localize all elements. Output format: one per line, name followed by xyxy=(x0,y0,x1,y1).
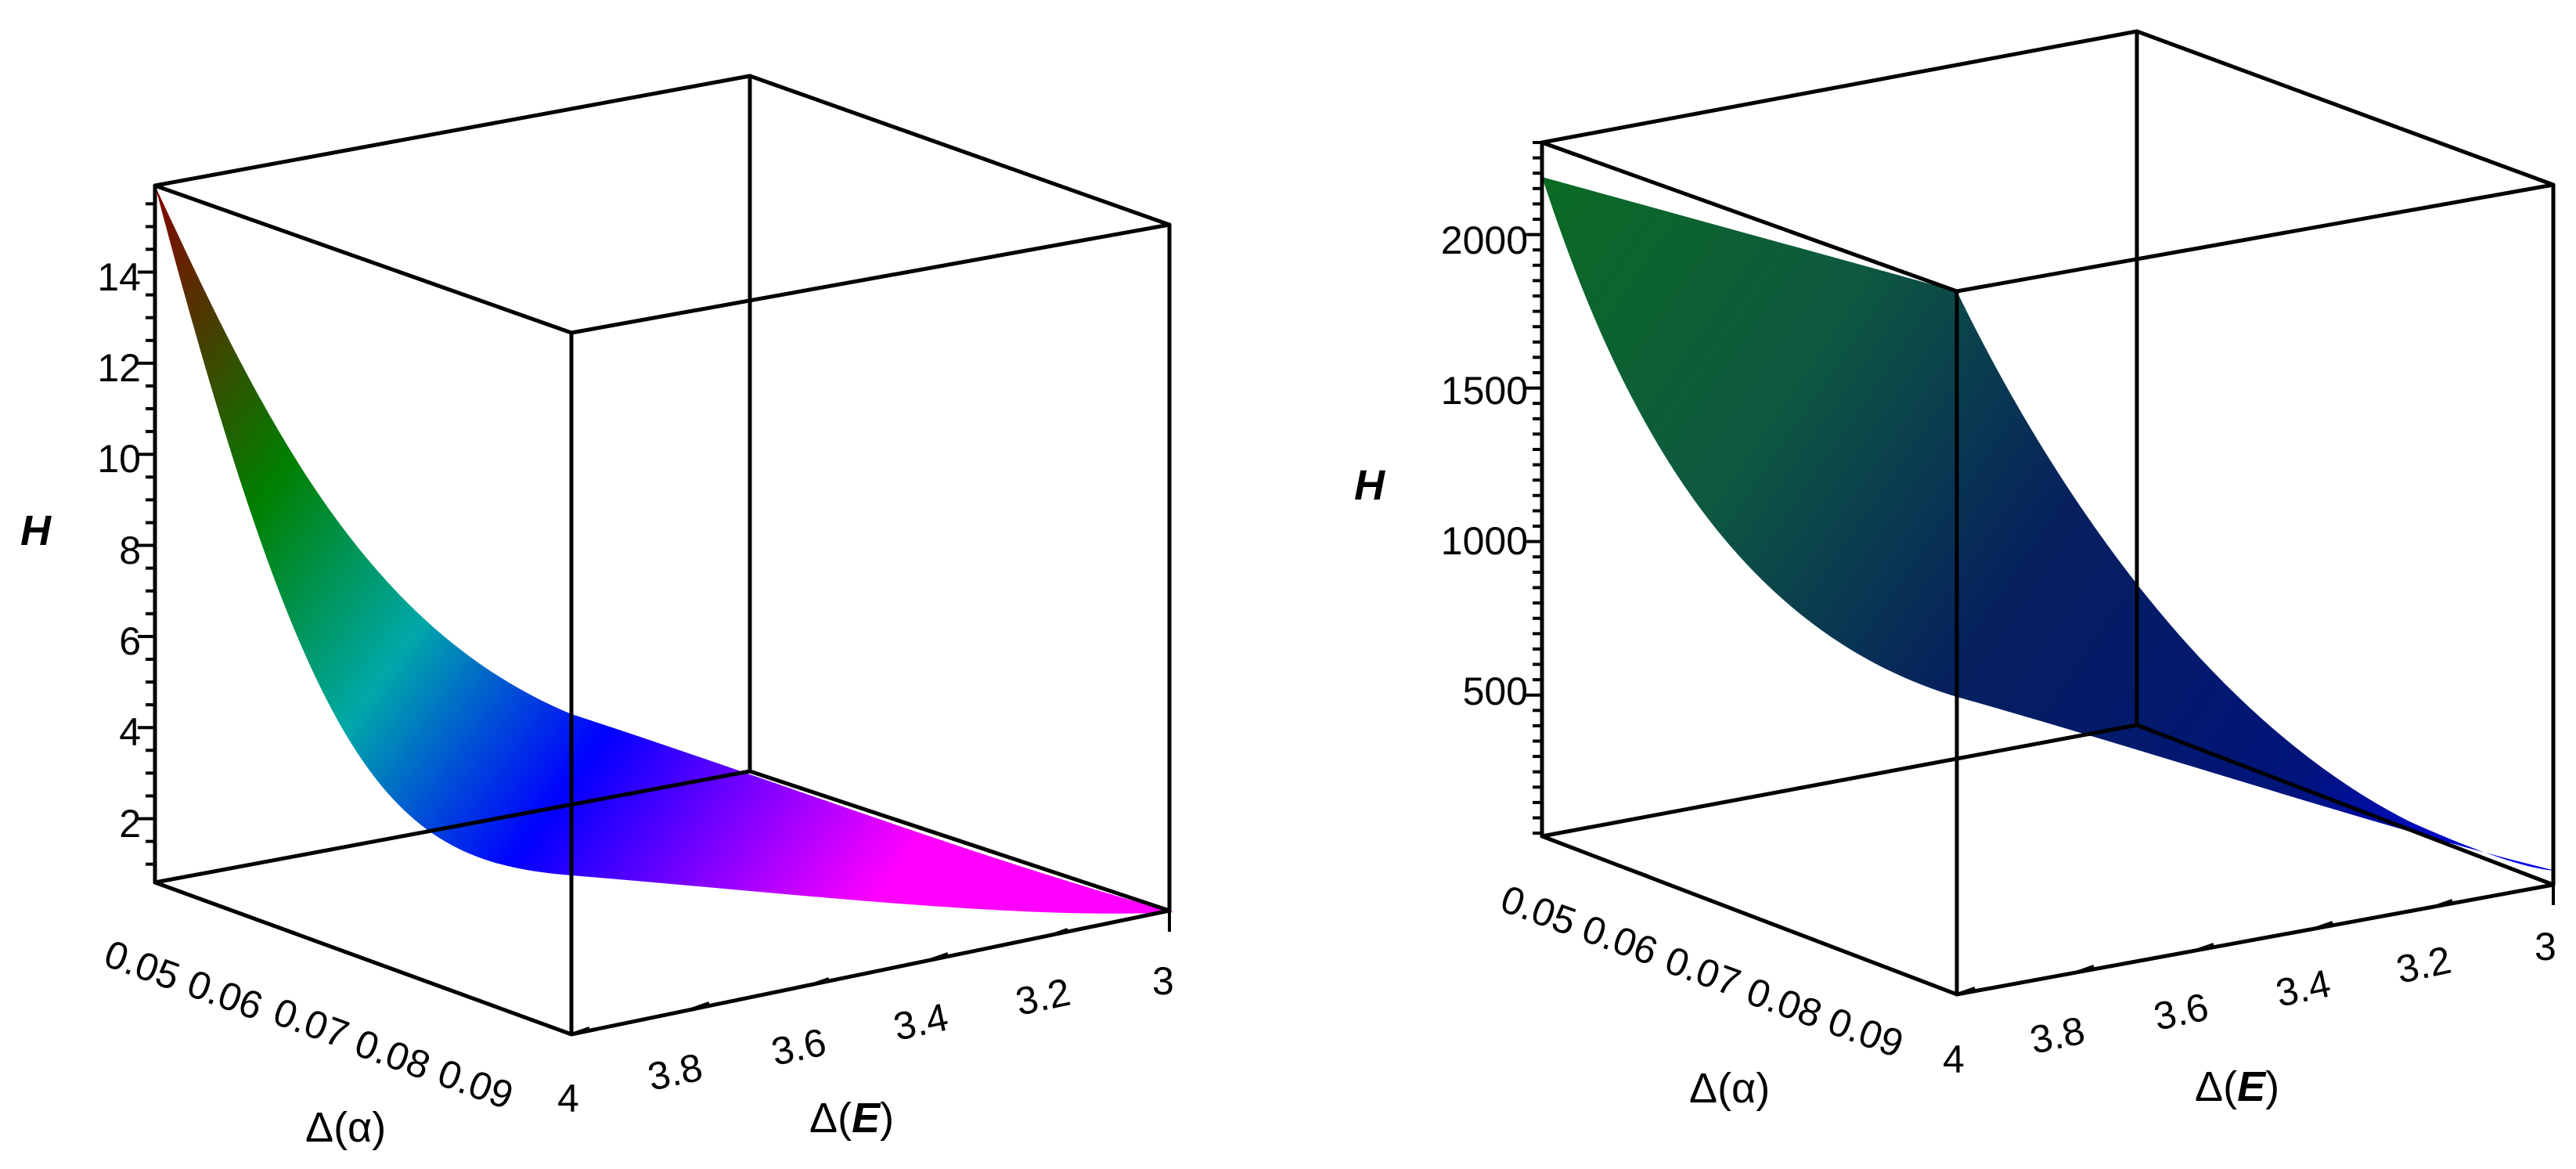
x-axis-label-left: Δ(α) xyxy=(305,1104,386,1151)
surface-right xyxy=(1542,177,2556,871)
bounding-box-left xyxy=(153,74,1172,1037)
y-tick-label: 4 xyxy=(1943,1037,1965,1081)
x-axis-label-right: Δ(α) xyxy=(1689,1065,1770,1112)
z-tick-label: 1000 xyxy=(1441,519,1528,563)
right-plot: 500 1000 1500 2000 H 0.05 0.06 0.07 0.08… xyxy=(1354,29,2556,1112)
y-tick-label: 3.4 xyxy=(2272,962,2335,1016)
z-tick-label: 4 xyxy=(119,710,141,754)
x-tick-label: 0.08 xyxy=(1741,969,1828,1037)
x-axis-ticks-left xyxy=(154,881,512,1014)
y-tick-label: 4 xyxy=(557,1077,579,1120)
y-axis-ticks-left xyxy=(571,911,1171,1036)
z-tick-label: 10 xyxy=(97,437,141,481)
z-tick-label: 1500 xyxy=(1441,369,1528,413)
bounding-box-right xyxy=(1540,29,2556,997)
z-axis-label-left: H xyxy=(20,507,52,554)
x-axis-ticks-right xyxy=(1541,835,1898,973)
z-tick-label: 6 xyxy=(119,619,141,663)
z-axis-label-right: H xyxy=(1354,462,1385,509)
x-tick-label: 0.07 xyxy=(268,990,355,1057)
z-axis-minor-ticks-left xyxy=(138,202,155,866)
x-tick-label: 0.09 xyxy=(432,1051,519,1118)
x-tick-label: 0.05 xyxy=(1495,877,1582,944)
x-tick-label: 0.07 xyxy=(1659,938,1746,1005)
y-tick-label: 3.6 xyxy=(768,1020,830,1074)
x-tick-label: 0.05 xyxy=(99,932,186,999)
x-tick-label: 0.09 xyxy=(1822,999,1909,1066)
y-tick-labels-right: 4 3.8 3.6 3.4 3.2 3 xyxy=(1943,925,2556,1081)
z-tick-label: 500 xyxy=(1463,669,1528,713)
x-tick-labels-right: 0.05 0.06 0.07 0.08 0.09 xyxy=(1495,877,1909,1066)
x-tick-label: 0.08 xyxy=(349,1021,436,1088)
z-tick-label: 8 xyxy=(119,529,141,572)
y-axis-ticks-right xyxy=(1956,885,2555,996)
z-tick-label: 2000 xyxy=(1441,218,1528,262)
z-tick-label: 14 xyxy=(97,255,141,299)
x-tick-label: 0.06 xyxy=(1576,907,1663,974)
y-tick-label: 3 xyxy=(2535,925,2556,969)
z-axis-ticks-right: 500 1000 1500 2000 xyxy=(1441,218,1528,713)
z-axis-ticks-left: 2 4 6 8 10 12 14 xyxy=(97,255,141,846)
x-tick-label: 0.06 xyxy=(182,962,268,1029)
y-tick-label: 3.4 xyxy=(890,995,953,1049)
y-tick-label: 3.2 xyxy=(2393,938,2455,992)
x-tick-labels-left: 0.05 0.06 0.07 0.08 0.09 xyxy=(99,932,519,1118)
y-axis-label-left: Δ(E) xyxy=(809,1095,894,1142)
left-plot: 2 4 6 8 10 12 14 H 0.05 0.06 0.07 0.08 xyxy=(20,74,1174,1151)
z-tick-label: 12 xyxy=(97,346,141,390)
y-tick-label: 3.8 xyxy=(2027,1008,2089,1063)
surface-left xyxy=(155,186,1174,914)
y-tick-label: 3 xyxy=(1152,959,1174,1003)
z-axis-minor-ticks-right xyxy=(1525,141,1542,835)
y-tick-label: 3.2 xyxy=(1012,970,1075,1024)
z-tick-label: 2 xyxy=(119,802,141,846)
y-axis-label-right: Δ(E) xyxy=(2195,1063,2279,1110)
y-tick-label: 3.6 xyxy=(2150,985,2213,1039)
y-tick-label: 3.8 xyxy=(644,1045,707,1099)
